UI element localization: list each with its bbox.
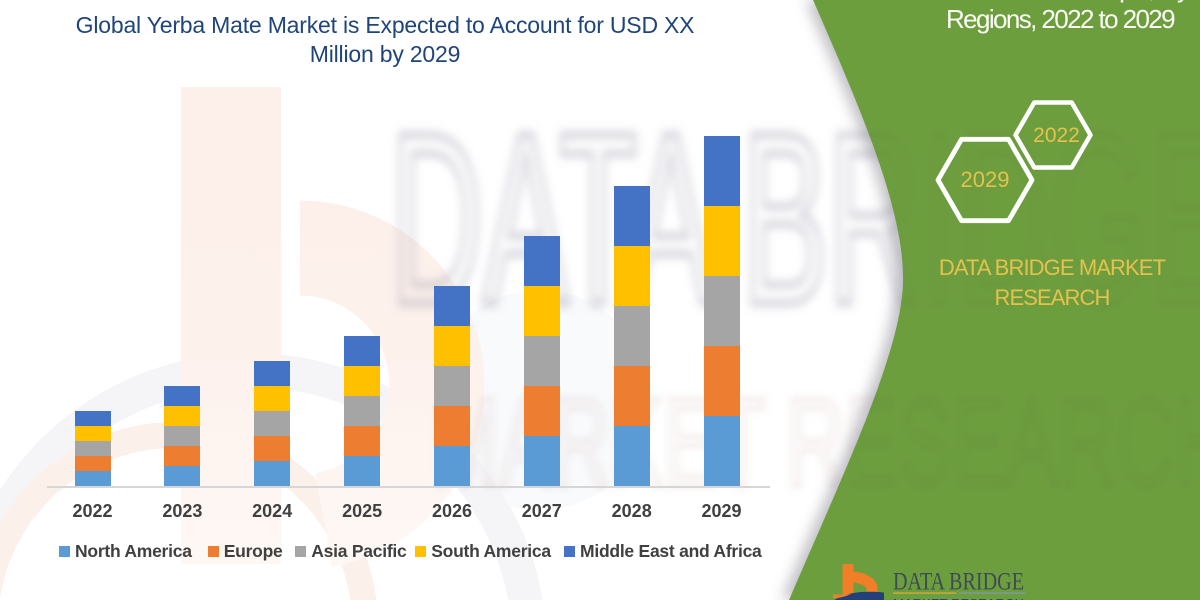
svg-text:DATA BRIDGE: DATA BRIDGE [893, 569, 1024, 596]
svg-text:MARKET RESEARCH: MARKET RESEARCH [893, 598, 1024, 600]
